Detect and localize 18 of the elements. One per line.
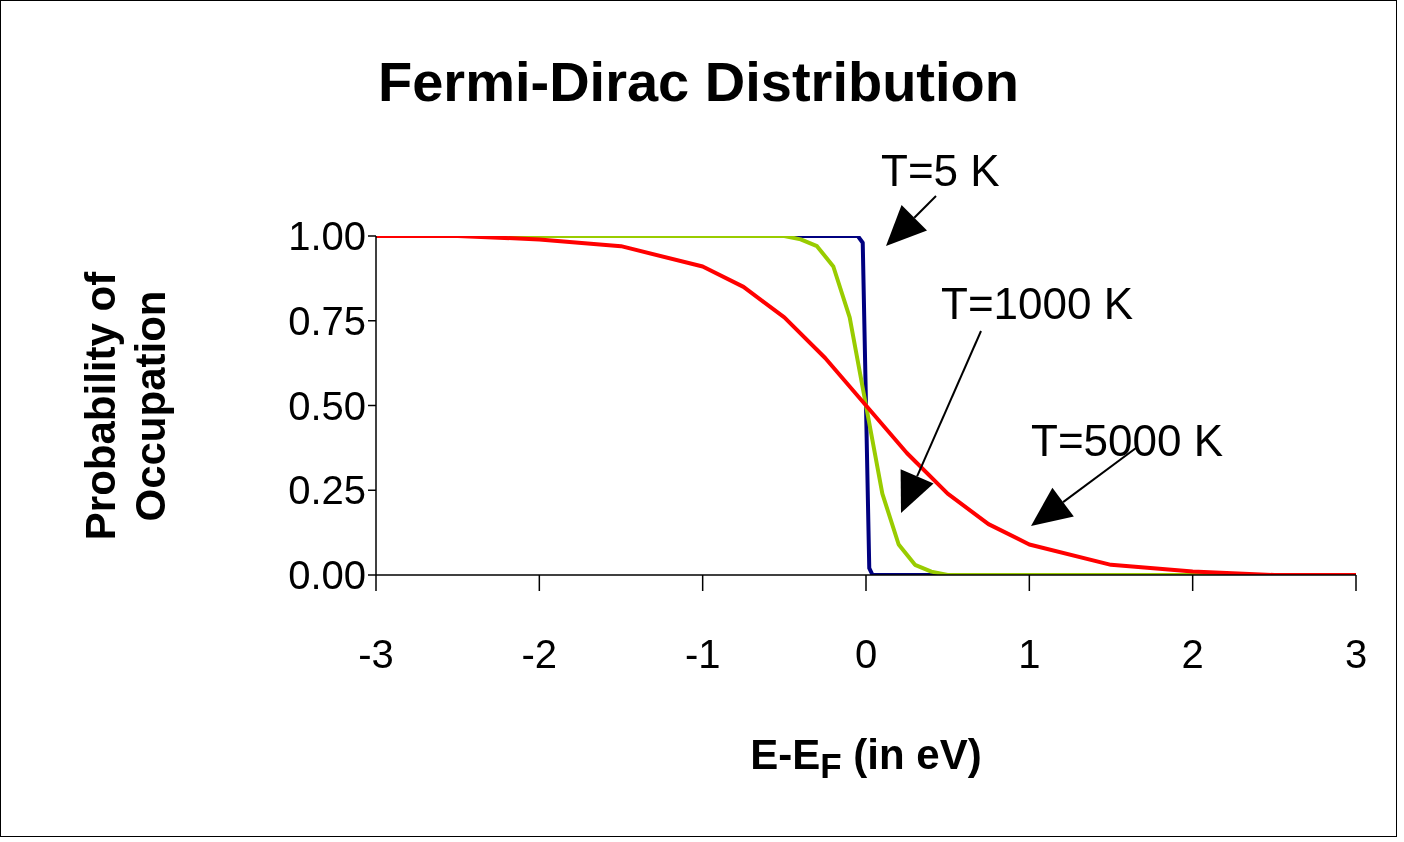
x-tick-label: 1 (1018, 632, 1041, 676)
x-axis-title: E-E$_{F}$ (in eV) (749, 731, 983, 787)
y-tick-label: 1.00 (288, 214, 366, 259)
x-tick-label: -3 (358, 632, 394, 676)
x-tick-label: 0 (854, 632, 878, 676)
x-tick-label: 3 (1344, 632, 1368, 676)
y-tick-label: 0.00 (288, 553, 366, 598)
y-tick-label: 0.75 (288, 298, 366, 343)
x-tick-label: -1 (684, 632, 721, 676)
series-label: T=5 K (881, 146, 1000, 195)
series-label: T=1000 K (941, 279, 1134, 328)
y-tick-label: 0.25 (288, 468, 366, 513)
y-tick-label: 0.50 (288, 383, 366, 428)
x-tick-label: -2 (521, 632, 558, 676)
x-tick-label: 2 (1181, 632, 1204, 676)
series-label: T=5000 K (1031, 416, 1224, 465)
chart-title: Fermi-Dirac Distribution (377, 49, 1020, 114)
y-axis-title: Probability of Occupation (76, 270, 175, 543)
